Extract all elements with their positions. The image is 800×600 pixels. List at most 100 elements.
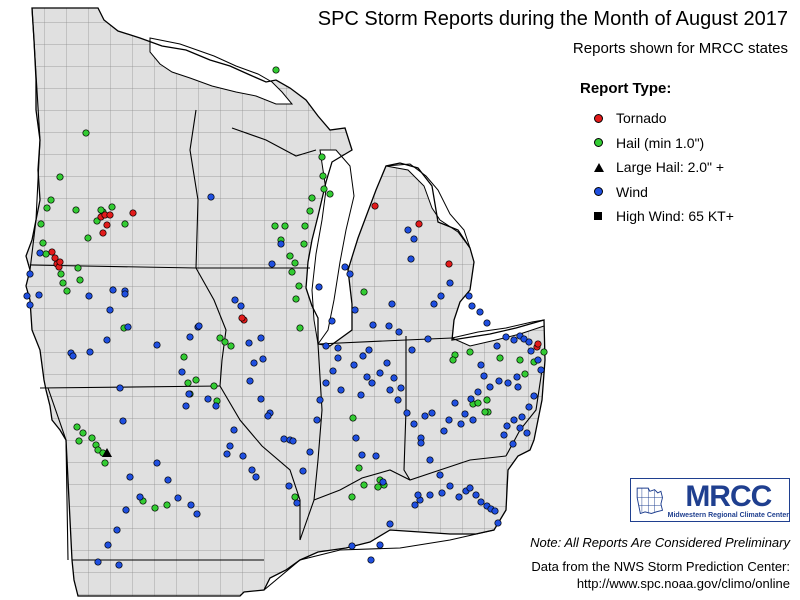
legend-item-hail: Hail (min 1.0"): [580, 131, 790, 156]
hail-report-marker: [72, 206, 80, 214]
wind-report-marker: [322, 342, 330, 350]
wind-report-marker: [204, 395, 212, 403]
wind-report-marker: [358, 451, 366, 459]
wind-report-marker: [424, 335, 432, 343]
tornado-report-marker: [238, 314, 246, 322]
tornado-report-marker: [99, 229, 107, 237]
hail-report-marker: [300, 240, 308, 248]
hail-report-marker: [474, 399, 482, 407]
hail-report-marker: [180, 353, 188, 361]
tornado-report-marker: [48, 248, 56, 256]
wind-report-marker: [386, 520, 394, 528]
border-in-ky: [313, 455, 507, 501]
wind-report-marker: [193, 510, 201, 518]
wind-report-marker: [446, 279, 454, 287]
wind-report-marker: [510, 336, 518, 344]
wind-report-marker: [365, 346, 373, 354]
wind-report-marker: [136, 493, 144, 501]
wind-report-marker: [480, 372, 488, 380]
wind-report-marker: [231, 296, 239, 304]
wind-report-marker: [438, 489, 446, 497]
hail-report-marker: [163, 501, 171, 509]
map-title: SPC Storm Reports during the Month of Au…: [317, 8, 788, 30]
hail-report-marker: [291, 493, 299, 501]
border-mi-wi-up: [231, 127, 317, 157]
legend-item-high-wind: High Wind: 65 KT+: [580, 204, 790, 229]
wind-report-marker: [445, 416, 453, 424]
wind-report-marker: [126, 473, 134, 481]
hail-report-marker: [271, 222, 279, 230]
lake-superior: [149, 37, 294, 105]
wind-report-marker: [404, 226, 412, 234]
wind-report-marker: [86, 348, 94, 356]
hail-report-marker: [540, 348, 548, 356]
wind-report-marker: [525, 338, 533, 346]
wind-report-marker: [410, 235, 418, 243]
wind-report-marker: [268, 260, 276, 268]
wind-report-marker: [455, 493, 463, 501]
wind-report-marker: [187, 501, 195, 509]
hail-report-marker: [227, 342, 235, 350]
state-boundaries: [29, 7, 543, 591]
wind-report-marker: [351, 306, 359, 314]
wind-report-marker: [428, 409, 436, 417]
hail-report-marker: [43, 204, 51, 212]
hail-symbol-icon: [580, 138, 616, 148]
tornado-report-marker: [129, 209, 137, 217]
hail-report-marker: [272, 66, 280, 74]
hail-report-marker: [76, 276, 84, 284]
lake-michigan: [311, 149, 355, 346]
wind-report-marker: [368, 379, 376, 387]
wind-report-marker: [226, 442, 234, 450]
border-mi-in-oh: [317, 337, 453, 345]
legend-label: Wind: [616, 183, 648, 200]
legend-heading: Report Type:: [580, 80, 672, 97]
wind-report-marker: [363, 373, 371, 381]
hail-report-marker: [73, 423, 81, 431]
wind-report-marker: [109, 286, 117, 294]
wind-report-marker: [437, 292, 445, 300]
wind-report-marker: [525, 403, 533, 411]
hail-report-marker: [349, 414, 357, 422]
wind-report-marker: [113, 526, 121, 534]
wind-report-marker: [530, 392, 538, 400]
hail-report-marker: [79, 429, 87, 437]
legend-label: Tornado: [616, 110, 667, 127]
wind-report-marker: [174, 494, 182, 502]
hail-report-marker: [360, 288, 368, 296]
preliminary-note: Note: All Reports Are Considered Prelimi…: [530, 535, 790, 550]
wind-report-marker: [426, 491, 434, 499]
border-ia-il: [195, 267, 227, 387]
wind-report-marker: [164, 476, 172, 484]
wind-report-marker: [350, 361, 358, 369]
hail-report-marker: [326, 190, 334, 198]
wind-report-marker: [124, 323, 132, 331]
wind-report-marker: [250, 359, 258, 367]
wind-report-marker: [386, 386, 394, 394]
wind-report-marker: [537, 366, 545, 374]
tornado-report-marker: [415, 220, 423, 228]
wind-report-marker: [245, 339, 253, 347]
hail-report-marker: [39, 239, 47, 247]
hail-report-marker: [42, 250, 50, 258]
wind-report-marker: [115, 561, 123, 569]
wind-report-marker: [299, 467, 307, 475]
land-outline: [25, 7, 546, 597]
hail-report-marker: [516, 356, 524, 364]
wind-report-marker: [472, 491, 480, 499]
wind-report-marker: [341, 263, 349, 271]
hail-report-marker: [286, 252, 294, 260]
hail-report-marker: [75, 437, 83, 445]
wind-report-marker: [527, 347, 535, 355]
map-subtitle: Reports shown for MRCC states: [572, 40, 788, 57]
wind-report-marker: [509, 440, 517, 448]
wind-report-marker: [328, 317, 336, 325]
hail-report-marker: [57, 270, 65, 278]
wind-report-marker: [500, 431, 508, 439]
wind-report-marker: [306, 448, 314, 456]
hail-report-marker: [360, 481, 368, 489]
wind-report-marker: [494, 519, 502, 527]
wind-report-marker: [259, 355, 267, 363]
wind-report-marker: [289, 437, 297, 445]
wind-report-marker: [465, 292, 473, 300]
